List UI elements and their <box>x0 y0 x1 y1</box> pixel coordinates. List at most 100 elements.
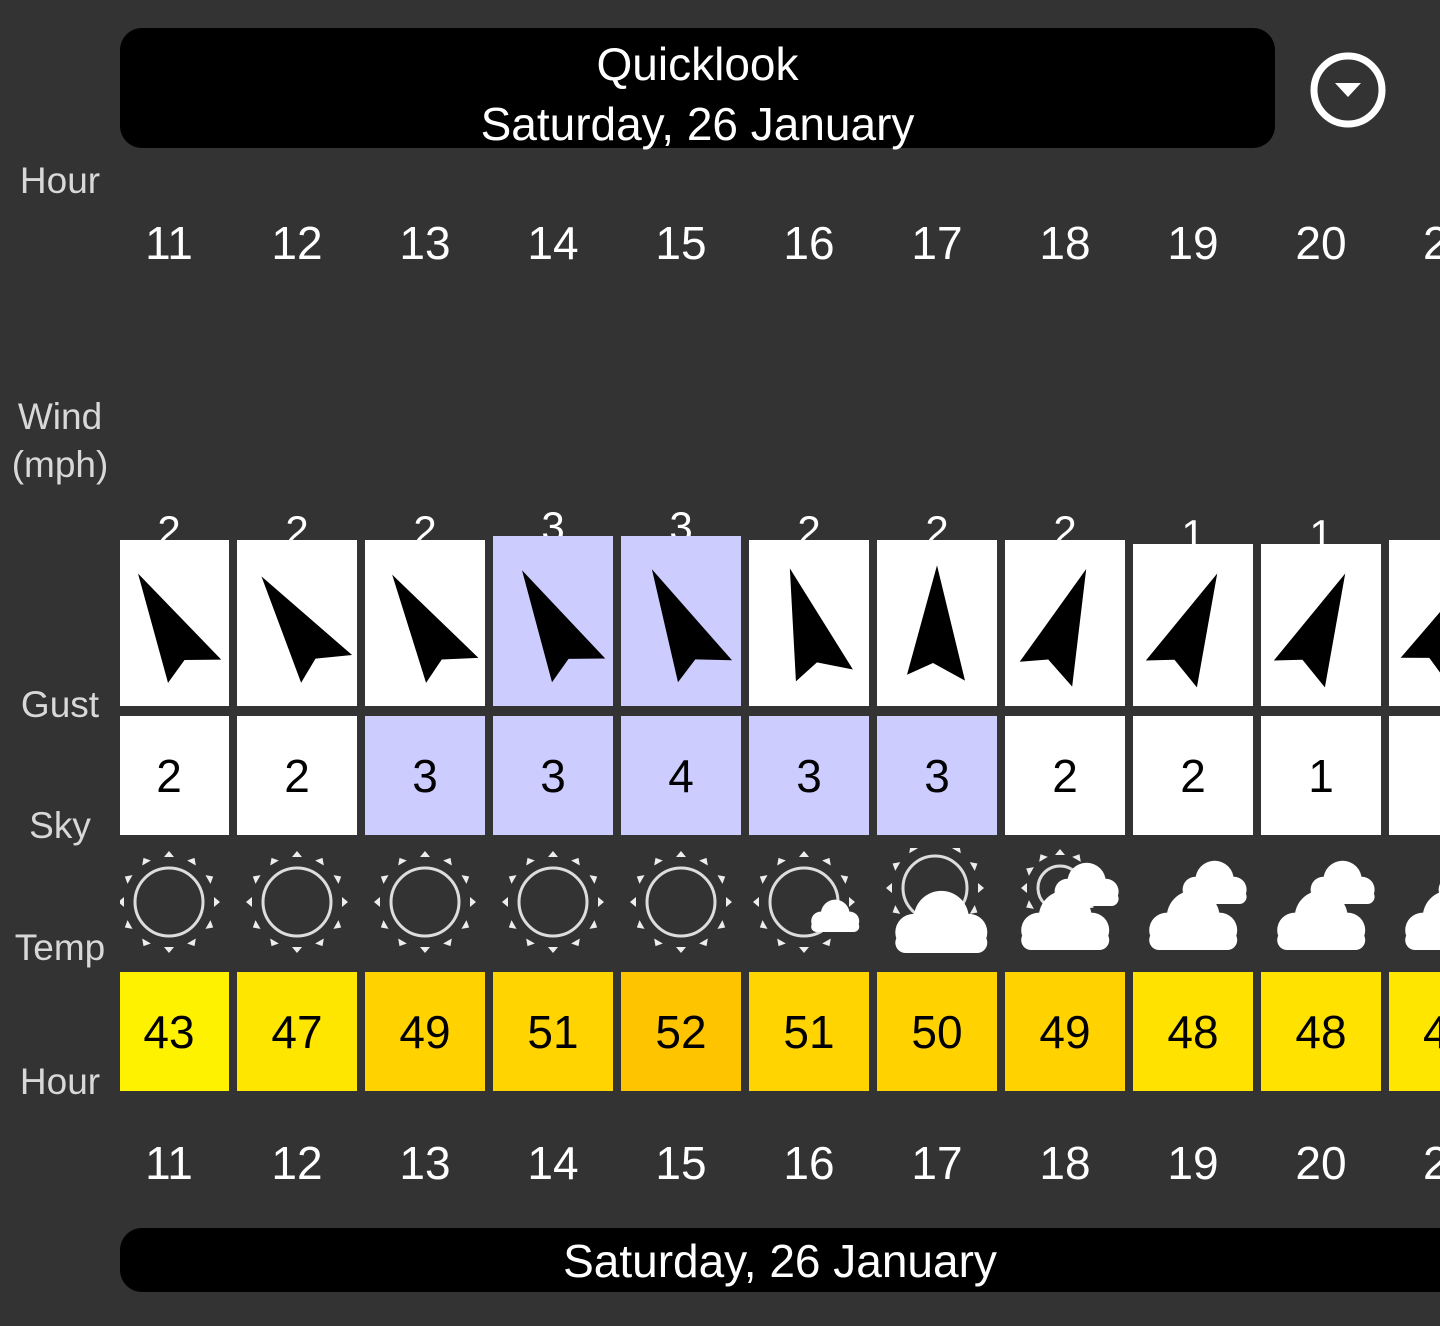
hour-column[interactable]: 16 2 3 51 16 <box>749 0 869 1200</box>
hour-label-bottom: 20 <box>1295 1137 1347 1189</box>
temp-value: 48 <box>1167 1005 1219 1058</box>
cloud-icon <box>895 890 988 953</box>
footer-date: Saturday, 26 January <box>563 1235 997 1287</box>
wind-arrow-icon <box>392 574 479 683</box>
hour-label: 2 <box>1423 217 1440 269</box>
label-wind: Wind <box>17 396 103 437</box>
wind-arrow-icon <box>261 576 353 683</box>
hour-label-bottom: 17 <box>911 1137 963 1189</box>
hour-label: 18 <box>1039 217 1091 269</box>
cloud-icon <box>1149 890 1238 950</box>
temp-value: 49 <box>1039 1005 1091 1058</box>
wind-arrow-icon <box>1145 573 1218 688</box>
wind-arrow-icon <box>651 569 733 683</box>
hour-column[interactable]: 13 2 3 49 13 <box>365 0 485 1200</box>
header-bar: Quicklook Saturday, 26 January <box>120 28 1275 148</box>
hour-column[interactable]: 17 2 3 50 17 <box>877 0 997 1200</box>
hour-column[interactable]: 20 1 1 48 20 <box>1261 0 1381 1200</box>
hour-label-bottom: 13 <box>399 1137 451 1189</box>
sky-sunny-icon <box>120 851 220 953</box>
sky-cloudy-icon <box>1149 860 1247 950</box>
footer-date-bar: Saturday, 26 January <box>120 1228 1440 1292</box>
gust-cell: 1 <box>1261 716 1381 835</box>
gust-value: 2 <box>156 749 182 802</box>
forecast-grid[interactable]: 11 2 2 43 11 12 2 2 47 12 13 2 3 49 13 14 3 3 51 14 15 3 4 52 15… <box>120 0 1440 1326</box>
dropdown-button[interactable] <box>1308 50 1388 130</box>
temp-cell: 43 <box>120 972 229 1091</box>
hour-column[interactable]: 2 4 2 <box>1389 0 1440 1200</box>
hour-label: 16 <box>783 217 835 269</box>
hour-column[interactable]: 15 3 4 52 15 <box>621 0 741 1200</box>
wind-direction-cell <box>877 540 997 706</box>
sky-sunny-icon <box>502 851 604 953</box>
gust-cell: 3 <box>749 716 869 835</box>
hour-column[interactable]: 19 1 2 48 19 <box>1133 0 1253 1200</box>
temp-cell: 48 <box>1261 972 1381 1091</box>
gust-cell: 3 <box>493 716 613 835</box>
page-title: Quicklook <box>596 38 799 90</box>
gust-cell: 2 <box>1005 716 1125 835</box>
hour-column[interactable]: 12 2 2 47 12 <box>237 0 357 1200</box>
gust-cell: 2 <box>237 716 357 835</box>
gust-value: 2 <box>284 749 310 802</box>
temp-value: 51 <box>783 1005 835 1058</box>
temp-value: 49 <box>399 1005 451 1058</box>
sun-icon <box>502 851 604 953</box>
hour-label-bottom: 19 <box>1167 1137 1219 1189</box>
cloud-icon <box>811 899 860 932</box>
hour-column[interactable]: 18 2 2 49 18 <box>1005 0 1125 1200</box>
gust-value: 3 <box>412 749 438 802</box>
temp-value: 48 <box>1295 1005 1347 1058</box>
label-sky: Sky <box>29 805 91 846</box>
gust-value: 2 <box>1052 749 1078 802</box>
temp-cell: 52 <box>621 972 741 1091</box>
hour-label-bottom: 2 <box>1423 1137 1440 1189</box>
hour-label: 14 <box>527 217 579 269</box>
cloud-icon <box>1021 890 1110 950</box>
hour-column[interactable]: 14 3 3 51 14 <box>493 0 613 1200</box>
sky-partly-cloudy-icon <box>886 848 988 953</box>
sky-mostly-cloudy-icon <box>1021 849 1119 950</box>
temp-value: 50 <box>911 1005 963 1058</box>
wind-direction-cell <box>621 536 741 706</box>
hour-label: 19 <box>1167 217 1219 269</box>
label-wind-unit: (mph) <box>11 444 109 485</box>
gust-value: 3 <box>924 749 950 802</box>
wind-direction-cell <box>1133 544 1253 706</box>
sky-cloudy-icon <box>1277 860 1375 950</box>
temp-cell: 51 <box>493 972 613 1091</box>
sun-icon <box>630 851 732 953</box>
temp-cell: 49 <box>1005 972 1125 1091</box>
wind-arrow-icon <box>789 568 853 682</box>
gust-cell: 3 <box>877 716 997 835</box>
hour-label-bottom: 18 <box>1039 1137 1091 1189</box>
temp-cell: 4 <box>1389 972 1440 1091</box>
wind-arrow-icon <box>522 570 606 683</box>
label-hour-bottom: Hour <box>19 1061 101 1102</box>
hour-column[interactable]: 11 2 2 43 11 <box>120 0 229 1200</box>
temp-cell: 50 <box>877 972 997 1091</box>
sun-icon <box>246 851 348 953</box>
gust-cell: 4 <box>621 716 741 835</box>
hour-label: 13 <box>399 217 451 269</box>
temp-value: 43 <box>143 1005 195 1058</box>
wind-direction-cell <box>749 540 869 706</box>
temp-value: 47 <box>271 1005 323 1058</box>
wind-direction-cell <box>1005 540 1125 706</box>
temp-cell: 49 <box>365 972 485 1091</box>
wind-direction-cell <box>365 540 485 706</box>
temp-cell: 51 <box>749 972 869 1091</box>
sun-icon <box>374 851 476 953</box>
sky-sunny-icon <box>246 851 348 953</box>
sky-sunny-icon <box>630 851 732 953</box>
hour-label-bottom: 14 <box>527 1137 579 1189</box>
gust-value: 1 <box>1308 749 1334 802</box>
temp-value: 52 <box>655 1005 707 1058</box>
wind-arrow-icon <box>1273 573 1346 688</box>
sky-sunny-icon <box>374 851 476 953</box>
hour-label-bottom: 15 <box>655 1137 707 1189</box>
gust-value: 2 <box>1180 749 1206 802</box>
header-date: Saturday, 26 January <box>480 98 915 150</box>
hour-label-bottom: 11 <box>145 1137 193 1189</box>
gust-value: 3 <box>796 749 822 802</box>
